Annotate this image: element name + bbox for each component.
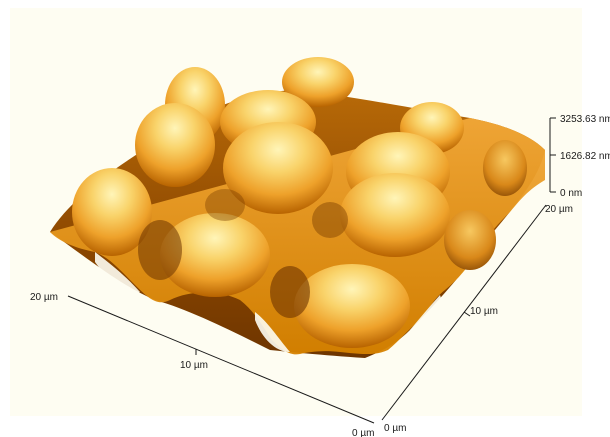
valley-shadow — [312, 202, 348, 238]
z-axis-bottom-label: 0 nm — [560, 188, 582, 199]
left-axis-end-label: 20 µm — [30, 292, 58, 303]
edge-notch — [255, 312, 290, 352]
edge-notch — [95, 252, 140, 294]
right-axis-end-label: 20 µm — [545, 204, 573, 215]
dome — [483, 140, 527, 196]
dome — [72, 168, 152, 256]
valley-shadow — [138, 220, 182, 280]
valley-shadow — [270, 266, 310, 318]
dome — [340, 173, 450, 257]
left-axis-mid-label: 10 µm — [180, 360, 208, 371]
left-axis-start-label: 0 µm — [352, 428, 374, 437]
dome — [160, 213, 270, 297]
dome — [223, 122, 333, 214]
dome — [444, 210, 496, 270]
left-axis-line — [67, 295, 375, 424]
dome — [135, 103, 215, 187]
z-axis-top-label: 3253.63 nm — [560, 114, 610, 125]
right-axis-mid-label: 10 µm — [470, 306, 498, 317]
dome — [282, 57, 354, 107]
z-axis-mid-label: 1626.82 nm — [560, 151, 610, 162]
valley-shadow — [205, 189, 245, 221]
right-axis-start-label: 0 µm — [384, 423, 406, 434]
edge-notch — [410, 295, 441, 336]
right-axis-tick-mid — [463, 311, 471, 317]
dome — [294, 264, 410, 348]
